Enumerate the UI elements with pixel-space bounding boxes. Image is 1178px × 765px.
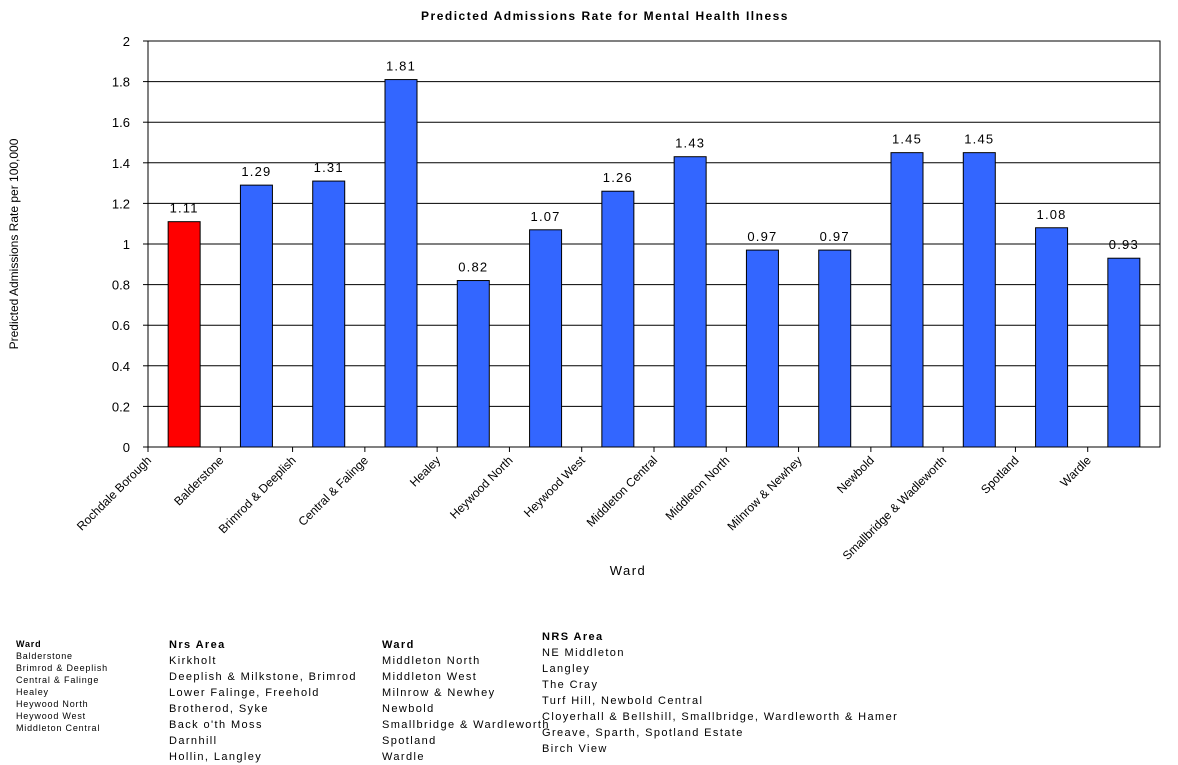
bar bbox=[890, 152, 924, 448]
bar bbox=[673, 156, 707, 448]
y-tick-label: 1.6 bbox=[112, 115, 130, 130]
y-tick-label: 0.8 bbox=[112, 278, 130, 293]
table-row: Middleton Central bbox=[16, 723, 101, 733]
x-tick-label: Newbold bbox=[834, 453, 877, 496]
data-label: 1.29 bbox=[241, 164, 271, 179]
x-tick-label: Healey bbox=[407, 453, 443, 489]
x-tick-label: Wardle bbox=[1057, 453, 1094, 490]
bar bbox=[1107, 257, 1141, 448]
ward-table-1: Ward Balderstone Brimrod & Deeplish Centra… bbox=[16, 638, 108, 734]
table-row: Cloyerhall & Bellshill, Smallbridge, War… bbox=[542, 711, 899, 723]
y-tick-label: 1.8 bbox=[112, 75, 130, 90]
data-label: 1.45 bbox=[892, 132, 922, 147]
table-header: NRS Area bbox=[542, 631, 604, 643]
table-row: Central & Falinge bbox=[16, 675, 100, 685]
data-label: 1.31 bbox=[314, 160, 344, 175]
y-axis-label: Predicted Admissions Rate per 100,000 bbox=[7, 138, 21, 349]
table-row: Brimrod & Deeplish bbox=[16, 663, 108, 673]
bar bbox=[384, 79, 418, 448]
table-row: NE Middleton bbox=[542, 647, 625, 659]
bar bbox=[312, 180, 346, 448]
table-header: Nrs Area bbox=[169, 639, 226, 651]
bar bbox=[239, 184, 273, 448]
table-row: Langley bbox=[542, 663, 591, 675]
x-tick-label: Balderstone bbox=[171, 453, 226, 508]
bar bbox=[1035, 227, 1069, 448]
bar bbox=[601, 190, 635, 448]
table-header: Ward bbox=[16, 639, 42, 649]
bar bbox=[167, 221, 201, 448]
data-label: 1.11 bbox=[170, 201, 199, 216]
data-label: 0.93 bbox=[1109, 237, 1139, 252]
data-label: 1.43 bbox=[675, 136, 705, 151]
table-row: Spotland bbox=[382, 735, 437, 747]
data-label: 1.81 bbox=[386, 59, 416, 74]
y-tick-label: 1.4 bbox=[112, 156, 130, 171]
table-row: Healey bbox=[16, 687, 49, 697]
table-row: Middleton West bbox=[382, 671, 478, 683]
y-ticks: 0 0.2 0.4 0.6 0.8 1 1.2 1.4 1.6 1.8 2 bbox=[112, 34, 148, 455]
x-tick-label: Heywood West bbox=[521, 453, 588, 520]
nrs-area-table-1: Nrs Area Kirkholt Deeplish & Milkstone, B… bbox=[169, 637, 357, 765]
table-row: Smallbridge & Wardleworth bbox=[382, 719, 550, 731]
table-row: The Cray bbox=[542, 679, 599, 691]
table-row: Deeplish & Milkstone, Brimrod bbox=[169, 671, 357, 683]
table-row: Wardle bbox=[382, 751, 425, 763]
chart-title: Predicted Admissions Rate for Mental Hea… bbox=[421, 9, 789, 23]
y-tick-label: 0.2 bbox=[112, 399, 130, 414]
table-row: Heywood West bbox=[16, 711, 86, 721]
data-label: 0.82 bbox=[458, 260, 488, 275]
data-label: 1.07 bbox=[531, 209, 561, 224]
table-row: Birch View bbox=[542, 743, 608, 755]
data-label: 1.08 bbox=[1037, 207, 1067, 222]
y-tick-label: 1 bbox=[123, 237, 130, 252]
x-tick-label: Brimrod & Deeplish bbox=[216, 453, 299, 536]
table-row: Brotherod, Syke bbox=[169, 703, 269, 715]
x-tick-label: Middleton Central bbox=[584, 453, 660, 529]
x-tick-label: Central & Falinge bbox=[296, 453, 372, 529]
data-label: 1.45 bbox=[964, 132, 994, 147]
table-row: Newbold bbox=[382, 703, 435, 715]
y-tick-label: 0 bbox=[123, 440, 130, 455]
y-tick-label: 0.4 bbox=[112, 359, 130, 374]
table-row: Balderstone bbox=[16, 651, 73, 661]
data-label: 1.26 bbox=[603, 170, 633, 185]
table-row: Kirkholt bbox=[169, 655, 217, 667]
table-row: Greave, Sparth, Spotland Estate bbox=[542, 727, 744, 739]
bar bbox=[529, 229, 563, 448]
data-labels: 1.11 1.29 1.31 1.81 0.82 1.07 1.26 1.43 0.97 0.97… bbox=[170, 59, 1139, 275]
gridlines bbox=[148, 81, 1160, 407]
data-label: 0.97 bbox=[820, 229, 850, 244]
x-tick-label: Rochdale Borough bbox=[74, 453, 154, 533]
table-header: Ward bbox=[382, 639, 415, 651]
ward-table-2: Ward Middleton North Middleton West Milnro… bbox=[382, 637, 550, 765]
table-row: Hollin, Langley bbox=[169, 751, 263, 763]
table-row: Back o'th Moss bbox=[169, 719, 263, 731]
bar-chart: Predicted Admissions Rate for Mental Hea… bbox=[7, 9, 1161, 578]
y-tick-label: 1.2 bbox=[112, 196, 130, 211]
y-tick-label: 2 bbox=[123, 34, 130, 49]
bar bbox=[962, 152, 996, 448]
bar bbox=[456, 280, 490, 448]
x-tick-label: Spotland bbox=[978, 453, 1021, 496]
table-row: Lower Falinge, Freehold bbox=[169, 687, 320, 699]
data-label: 0.97 bbox=[747, 229, 777, 244]
nrs-area-table-2: NRS Area NE Middleton Langley The Cray Turf… bbox=[542, 629, 898, 757]
bar bbox=[745, 249, 779, 448]
x-tick-label: Milnrow & Newhey bbox=[725, 453, 805, 533]
table-row: Middleton North bbox=[382, 655, 481, 667]
table-row: Turf Hill, Newbold Central bbox=[542, 695, 704, 707]
y-tick-label: 0.6 bbox=[112, 318, 130, 333]
x-tick-label: Heywood North bbox=[447, 453, 515, 521]
bars bbox=[167, 79, 1141, 448]
x-tick-label: Middleton North bbox=[663, 453, 733, 523]
table-row: Heywood North bbox=[16, 699, 89, 709]
x-axis-label: Ward bbox=[610, 563, 647, 578]
table-row: Darnhill bbox=[169, 735, 218, 747]
bar bbox=[818, 249, 852, 448]
table-row: Milnrow & Newhey bbox=[382, 687, 496, 699]
